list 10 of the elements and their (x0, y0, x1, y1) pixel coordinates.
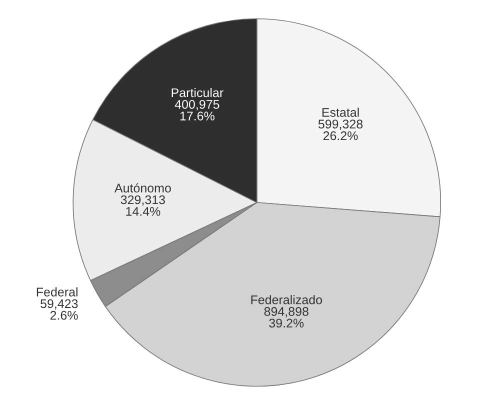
slice-label: Estatal (322, 108, 359, 117)
slice-label: Federalizado (251, 295, 322, 304)
slice-label: Particular (172, 88, 224, 98)
data-label: 400,975 17.6% (174, 100, 220, 120)
slice-label: Autónomo (114, 183, 171, 193)
data-label: 894,898 39.2% (264, 307, 308, 328)
slice-label: Federal (36, 287, 78, 296)
data-label: 59,423 2.6% (40, 299, 78, 320)
data-label: 599,328 26.2% (318, 120, 363, 140)
data-label: 329,313 14.4% (120, 195, 165, 216)
